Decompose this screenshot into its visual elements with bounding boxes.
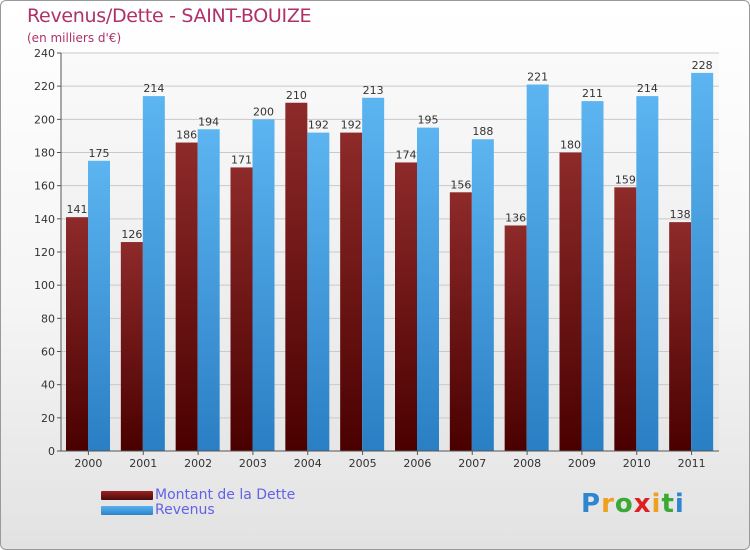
bar-revenus [636,96,659,451]
logo-letter: t [661,489,675,519]
y-tick-label: 180 [34,147,55,160]
logo-letter: o [614,489,634,519]
y-tick-label: 0 [48,445,55,458]
bar-revenus [417,127,439,451]
data-label-revenus: 214 [637,82,658,95]
bar-dette [669,222,692,451]
y-tick-label: 200 [34,113,55,126]
legend-label-dette: Montant de la Dette [155,487,296,503]
data-label-dette: 138 [670,208,691,221]
y-tick-label: 80 [41,312,55,325]
chart-title: Revenus/Dette - SAINT-BOUIZE [27,5,312,27]
x-tick-label: 2008 [513,457,541,470]
bar-dette [120,242,143,451]
legend-swatch-dette [101,490,153,500]
y-tick-label: 40 [41,379,55,392]
data-label-dette: 192 [341,119,362,132]
legend-item-dette: Montant de la Dette [101,487,295,503]
x-tick-label: 2002 [184,457,212,470]
y-tick-label: 140 [34,213,55,226]
data-label-revenus: 221 [527,71,548,84]
logo-letter: r [601,489,615,519]
x-tick-label: 2007 [458,457,486,470]
bar-revenus [88,160,110,451]
bar-revenus [142,96,165,451]
y-tick-label: 220 [34,80,55,93]
data-label-revenus: 213 [363,84,384,97]
bar-revenus [252,119,275,451]
data-label-dette: 171 [231,153,252,166]
data-label-revenus: 192 [308,119,329,132]
x-tick-label: 2009 [568,457,596,470]
data-label-revenus: 188 [472,125,493,138]
data-label-dette: 159 [615,173,636,186]
bar-dette [504,225,527,451]
data-label-dette: 141 [67,203,88,216]
data-label-revenus: 214 [143,82,164,95]
data-label-revenus: 200 [253,105,274,118]
chart-subtitle: (en milliers d'€) [27,31,122,45]
data-label-revenus: 228 [692,59,713,72]
bar-revenus [471,139,494,451]
bar-dette [230,167,253,452]
x-tick-label: 2000 [74,457,102,470]
x-tick-label: 2005 [349,457,377,470]
data-label-revenus: 211 [582,87,603,100]
x-tick-label: 2006 [403,457,431,470]
y-tick-label: 160 [34,180,55,193]
bar-dette [175,142,198,452]
bar-dette [285,102,308,451]
bar-revenus [691,72,714,452]
data-label-dette: 186 [176,129,197,142]
x-tick-label: 2001 [129,457,157,470]
data-label-revenus: 175 [89,147,110,160]
bar-dette [340,132,363,451]
bar-dette [559,152,582,451]
logo-letter: i [674,489,685,519]
y-tick-label: 20 [41,412,55,425]
y-tick-label: 240 [34,47,55,60]
logo-letter: x [633,489,652,519]
y-tick-label: 100 [34,279,55,292]
bar-dette [449,192,472,452]
logo-letter: P [581,489,602,519]
x-tick-label: 2004 [294,457,322,470]
data-label-dette: 180 [560,139,581,152]
y-tick-label: 120 [34,246,55,259]
logo-letter: i [651,489,662,519]
bar-revenus [581,101,604,451]
data-label-dette: 210 [286,89,307,102]
legend-item-revenus: Revenus [101,502,215,518]
data-label-dette: 156 [450,178,471,191]
data-label-revenus: 195 [418,114,439,127]
bar-revenus [307,132,330,451]
x-tick-label: 2011 [678,457,706,470]
proxiti-logo: Proxiti [581,489,685,519]
data-label-dette: 126 [121,228,142,241]
data-label-revenus: 194 [198,115,219,128]
legend-swatch-revenus [101,505,153,515]
bar-dette [395,162,417,451]
data-label-dette: 174 [396,148,417,161]
bar-revenus [197,129,220,452]
x-tick-label: 2003 [239,457,267,470]
bar-revenus [362,97,385,452]
x-tick-label: 2010 [623,457,651,470]
data-label-dette: 136 [505,211,526,224]
bar-dette [66,217,88,451]
y-tick-label: 60 [41,346,55,359]
bar-revenus [526,84,549,451]
legend-label-revenus: Revenus [155,502,215,518]
bar-dette [614,187,637,451]
